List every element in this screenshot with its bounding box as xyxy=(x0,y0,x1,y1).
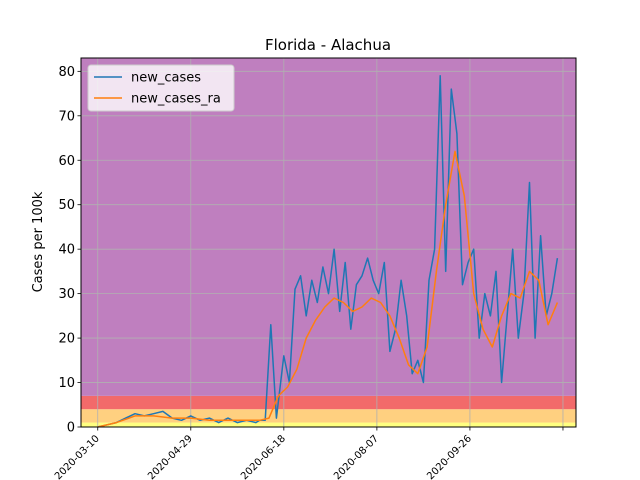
y-tick-label: 30 xyxy=(58,287,75,302)
x-tick-label: 2020-03-10 xyxy=(53,433,102,480)
x-axis: 2020-03-10 2020-04-29 2020-06-18 2020-08-07… xyxy=(53,427,564,480)
y-tick-label: 20 xyxy=(58,332,75,347)
legend: new_cases new_cases_ra xyxy=(87,64,235,112)
x-tick-label: 2020-08-07 xyxy=(332,433,381,480)
y-tick-label: 80 xyxy=(58,65,75,80)
series-lines xyxy=(97,75,559,428)
y-tick-label: 0 xyxy=(67,421,75,436)
y-axis-label: Cases per 100k xyxy=(31,191,46,292)
legend-label: new_cases xyxy=(131,71,201,86)
series-line-new_cases_ra xyxy=(97,150,559,428)
y-tick-label: 40 xyxy=(58,243,75,258)
risk-bands xyxy=(81,58,576,427)
risk-band-2 xyxy=(81,395,576,410)
chart-title: Florida - Alachua xyxy=(265,36,391,54)
risk-band-3 xyxy=(81,58,576,396)
y-tick-label: 10 xyxy=(58,376,75,391)
y-tick-label: 60 xyxy=(58,154,75,169)
series-line-new_cases xyxy=(97,75,559,428)
x-tick-label: 2020-04-29 xyxy=(146,433,195,480)
plot-frame xyxy=(80,57,577,428)
y-tick-label: 50 xyxy=(58,198,75,213)
x-tick-label: 2020-09-26 xyxy=(425,433,474,480)
legend-label: new_cases_ra xyxy=(131,92,221,107)
y-tick-label: 70 xyxy=(58,109,75,124)
risk-band-0 xyxy=(81,422,576,427)
y-axis: 0 10 20 30 40 50 60 70 80 xyxy=(58,65,81,436)
legend-box xyxy=(87,64,235,112)
x-tick-label: 2020-06-18 xyxy=(239,433,288,480)
